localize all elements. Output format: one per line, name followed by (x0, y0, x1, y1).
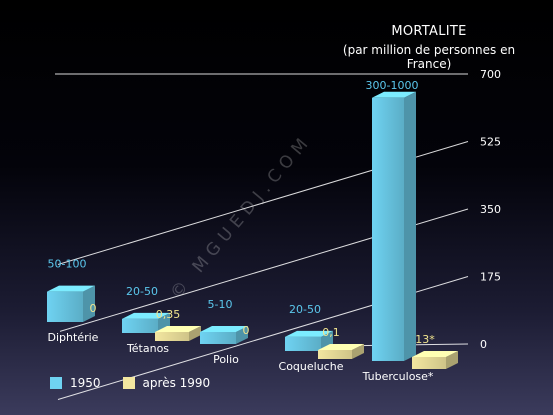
bar-1950-0-side (83, 285, 95, 322)
legend-label-1990: après 1990 (142, 376, 211, 390)
bar-1990-3-top (318, 344, 364, 350)
y-tick-label-0: 0 (480, 338, 487, 351)
bar-1950-4-side (404, 91, 416, 361)
bar-1950-0-top (47, 285, 95, 292)
value-label-1990-2: 0 (243, 324, 250, 337)
y-tick-label-350: 350 (480, 203, 501, 216)
bar-1950-4-top (372, 91, 416, 98)
legend-item-1950: 1950 (50, 376, 101, 390)
bar-1990-3 (318, 350, 352, 359)
bar-1990-1-top (155, 326, 201, 332)
legend: 1950 après 1990 (50, 376, 210, 390)
bar-1950-3-top (285, 330, 333, 337)
value-label-1990-0: 0 (90, 302, 97, 315)
bar-1950-2 (200, 332, 236, 344)
legend-label-1950: 1950 (70, 376, 101, 390)
category-label-2: Polio (213, 353, 239, 366)
legend-swatch-1990 (122, 377, 135, 389)
value-label-1990-4: 13* (415, 333, 435, 346)
value-label-1950-3: 20-50 (289, 303, 321, 316)
bar-1950-1 (122, 318, 158, 333)
category-label-1: Tétanos (126, 342, 169, 355)
legend-item-1990: après 1990 (122, 376, 211, 390)
y-tick-label-525: 525 (480, 136, 501, 149)
y-tick-label-700: 700 (480, 68, 501, 81)
bar-1950-4 (372, 97, 404, 361)
bar-1990-1-side (189, 326, 201, 341)
value-label-1950-2: 5-10 (208, 298, 233, 311)
value-label-1950-1: 20-50 (126, 285, 158, 298)
bar-1990-4 (412, 357, 446, 369)
bar-1990-3-side (352, 344, 364, 359)
bar-1990-1 (155, 332, 189, 341)
category-label-0: Diphtérie (48, 331, 99, 344)
chart-subtitle: (par million de personnes en France) (342, 43, 516, 71)
value-label-1990-1: 0,35 (156, 308, 181, 321)
chart-title-block: MORTALITE (par million de personnes en F… (319, 24, 539, 71)
value-label-1990-3: 0,1 (322, 326, 340, 339)
bar-1950-0 (47, 291, 83, 322)
bar-1950-3 (285, 336, 321, 351)
bar-1950-1-top (122, 312, 170, 319)
y-tick-label-175: 175 (480, 271, 501, 284)
legend-swatch-1950 (50, 377, 62, 389)
value-label-1950-4: 300-1000 (366, 79, 419, 92)
bar-1950-2-top (200, 326, 248, 332)
category-label-4: Tuberculose* (362, 370, 434, 383)
bar-1990-4-top (412, 351, 458, 357)
value-label-1950-0: 50-100 (48, 258, 87, 271)
category-label-3: Coqueluche (279, 360, 344, 373)
chart-title: MORTALITE (391, 24, 467, 39)
